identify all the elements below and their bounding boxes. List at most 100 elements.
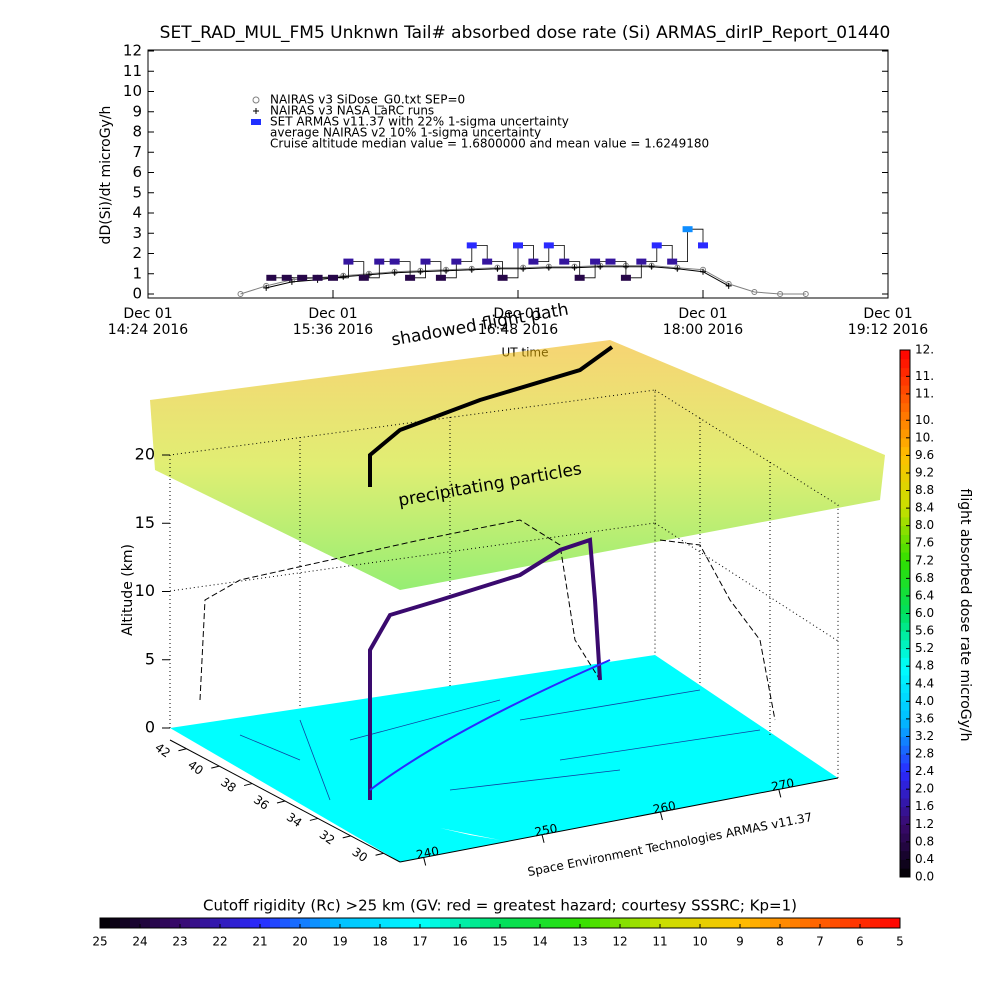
colorbar-cell: [100, 918, 111, 928]
data-point: [417, 268, 424, 275]
data-point: [237, 291, 244, 297]
ground-track: [369, 659, 611, 791]
data-point: [391, 269, 398, 276]
colorbar-tick-label: 24: [132, 935, 147, 949]
lat-tick: [211, 765, 220, 769]
colorbar-cell: [900, 499, 910, 509]
colorbar-cell: [900, 376, 910, 386]
colorbar-cell: [350, 918, 361, 928]
colorbar-cell: [300, 918, 311, 928]
colorbar-cell: [690, 918, 701, 928]
colorbar-cell: [900, 833, 910, 843]
colorbar-cell: [900, 692, 910, 702]
colorbar-cell: [340, 918, 351, 928]
y-tick-label: 6: [132, 163, 142, 181]
z-tick-label: 10: [135, 581, 155, 600]
colorbar-cell: [460, 918, 471, 928]
colorbar-cell: [900, 710, 910, 720]
data-point: [777, 291, 784, 297]
y-tick-label: 7: [132, 143, 142, 161]
data-point: [682, 226, 693, 233]
colorbar-cell: [620, 918, 631, 928]
y-tick-label: 3: [132, 224, 142, 242]
colorbar-tick-label: 10: [692, 935, 707, 949]
x-tick-label: Dec 01: [308, 306, 357, 322]
colorbar-cell: [900, 797, 910, 808]
y-tick-label: 2: [132, 244, 142, 262]
z-tick-label: 20: [135, 445, 155, 464]
colorbar-tick-label: 7.2: [915, 553, 934, 567]
colorbar-tick-label: 7: [816, 935, 824, 949]
lat-tick: [342, 835, 351, 839]
colorbar-cell: [650, 918, 661, 928]
colorbar-cell: [170, 918, 181, 928]
data-point: [288, 278, 295, 285]
map-floor: [170, 655, 838, 862]
data-point: [559, 258, 570, 265]
colorbar-cell: [610, 918, 621, 928]
colorbar-cell: [900, 385, 910, 395]
data-point: [520, 265, 527, 272]
legend-label: SET ARMAS v11.37 with 22% 1-sigma uncert…: [270, 115, 569, 129]
colorbar-cell: [440, 918, 451, 928]
colorbar-tick-label: 6.0: [915, 606, 934, 620]
data-point: [636, 258, 647, 265]
colorbar-cell: [900, 350, 910, 360]
colorbar-cell: [820, 918, 831, 928]
colorbar-cell: [210, 918, 221, 928]
colorbar-tick-label: 7.6: [915, 536, 934, 550]
colorbar-tick-label: 13: [572, 935, 587, 949]
colorbar-cell: [900, 455, 910, 465]
colorbar-tick-label: 0.8: [915, 834, 934, 848]
colorbar-tick-label: 10.: [915, 430, 934, 444]
data-point: [698, 242, 708, 249]
colorbar-tick-label: 23: [172, 935, 187, 949]
colorbar-tick-label: 6.8: [915, 571, 934, 585]
colorbar-cell: [890, 918, 901, 928]
data-point: [667, 258, 678, 265]
colorbar-cell: [500, 918, 511, 928]
colorbar-cell: [160, 918, 171, 928]
map-borders: [239, 689, 761, 801]
x-tick-label: 14:24 2016: [108, 322, 189, 338]
colorbar-tick-label: 11.: [915, 386, 934, 400]
flight-path: [368, 537, 602, 800]
data-point: [281, 274, 292, 281]
colorbar-cell: [670, 918, 681, 928]
colorbar-cell: [330, 918, 341, 928]
colorbar-tick-label: 1.6: [915, 799, 934, 813]
particle-plane: [150, 340, 885, 590]
y-axis-label: dD(Si)/dt microGy/h: [98, 106, 114, 245]
colorbar-tick-label: 5.2: [915, 641, 934, 655]
colorbar-cell: [640, 918, 651, 928]
colorbar-tick-label: 3.2: [915, 729, 934, 743]
annotation: average NAIRAS v2 10% 1-sigma uncertaint…: [270, 126, 541, 140]
colorbar-tick-label: 22: [212, 935, 227, 949]
lat-tick: [375, 852, 384, 856]
colorbar-cell: [900, 543, 910, 553]
chart-title: SET_RAD_MUL_FM5 Unknwn Tail# absorbed do…: [160, 23, 891, 43]
colorbar-tick-label: 12.: [915, 343, 934, 357]
colorbar-cell: [490, 918, 501, 928]
colorbar-cell: [870, 918, 881, 928]
data-point: [620, 274, 631, 281]
colorbar-cell: [900, 674, 910, 685]
wall-projection: [659, 539, 776, 721]
colorbar-tick-label: 5: [896, 935, 904, 949]
x-tick-label: 16:48 2016: [478, 322, 559, 338]
colorbar-cell: [450, 918, 461, 928]
data-point: [571, 264, 578, 271]
colorbar-cell: [260, 918, 271, 928]
data-point: [651, 242, 662, 249]
colorbar-cell: [710, 918, 721, 928]
x-tick-label: 18:00 2016: [663, 322, 744, 338]
colorbar-cell: [900, 780, 910, 790]
colorbar-cell: [900, 824, 910, 834]
colorbar-cell: [900, 789, 910, 799]
colorbar-cell: [480, 918, 491, 928]
legend-marker: [253, 108, 259, 114]
colorbar-tick-label: 4.0: [915, 694, 934, 708]
colorbar-tick-label: 17: [412, 935, 427, 949]
colorbar-cell: [420, 918, 431, 928]
colorbar-cell: [270, 918, 281, 928]
